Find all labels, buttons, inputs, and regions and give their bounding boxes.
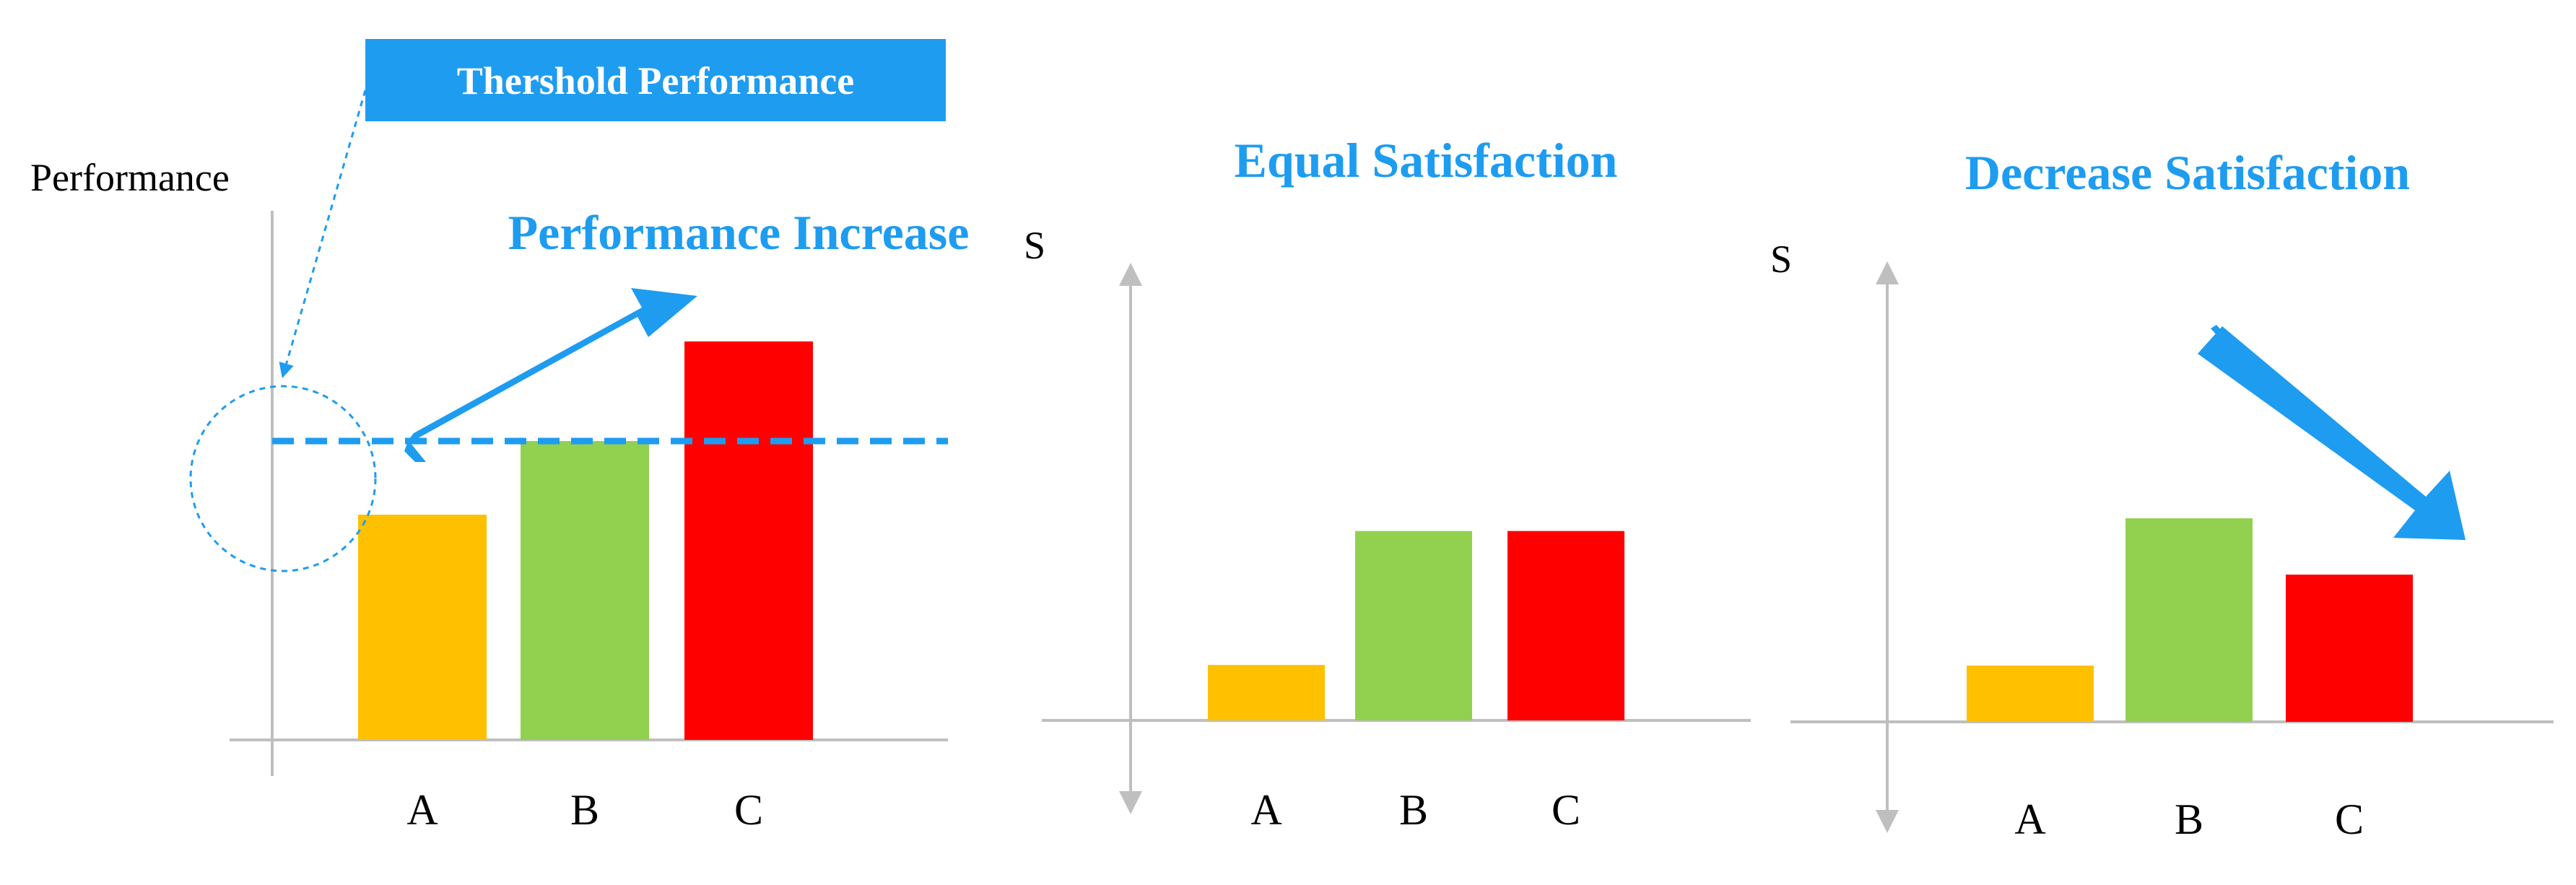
trend-down-arrow-body: [2198, 326, 2466, 540]
trend-up-arrow-icon: [404, 288, 697, 462]
bar-b: [1355, 531, 1472, 720]
panel-title: Decrease Satisfaction: [1965, 145, 2410, 200]
category-label-c: C: [2335, 795, 2364, 843]
category-label-a: A: [406, 786, 438, 834]
panel-equal-satisfaction: Equal Satisfaction S A B C: [1024, 133, 1751, 834]
bar-c: [1507, 531, 1624, 720]
y-axis-label: S: [1770, 237, 1792, 281]
bar-b: [521, 441, 649, 740]
bar-c: [684, 341, 813, 740]
category-label-a: A: [2014, 795, 2045, 843]
threshold-callout-box: [365, 39, 946, 121]
category-label-b: B: [570, 786, 599, 834]
category-label-b: B: [1399, 786, 1428, 834]
bar-c: [2286, 575, 2413, 722]
panel-decrease-satisfaction: Decrease Satisfaction S A B C: [1770, 145, 2554, 843]
bar-b: [2125, 518, 2253, 722]
category-label-c: C: [734, 786, 763, 834]
y-axis-label: Performance: [30, 156, 230, 199]
threshold-callout-label: Thershold Performance: [457, 59, 854, 103]
threshold-circle-icon: [189, 385, 377, 572]
y-axis-label: S: [1024, 224, 1045, 267]
bar-a: [358, 515, 487, 740]
bar-a: [1967, 666, 2094, 722]
panel-performance-increase: Thershold Performance Performance Perfor…: [30, 39, 969, 834]
bar-a: [1208, 665, 1325, 720]
category-label-b: B: [2175, 795, 2203, 843]
category-label-c: C: [1552, 786, 1580, 834]
panel-title: Performance Increase: [508, 205, 970, 260]
category-label-a: A: [1250, 786, 1282, 834]
panel-title: Equal Satisfaction: [1235, 133, 1618, 188]
threshold-pointer-line: [279, 90, 367, 379]
